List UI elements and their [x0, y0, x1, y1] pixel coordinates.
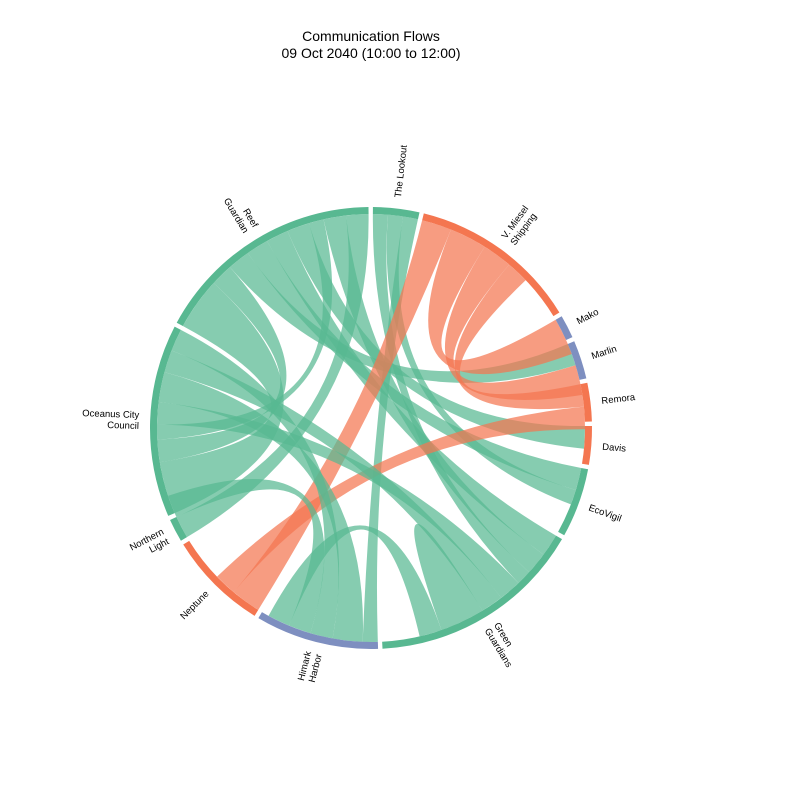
label-remora: Remora — [601, 392, 637, 407]
ribbon-northern-light-to-himark-harbor — [168, 479, 325, 634]
arc-marlin — [567, 341, 587, 380]
ribbon-reef-guardian-to-marlin — [229, 253, 576, 383]
arc-reef-guardian — [176, 207, 369, 327]
ribbon-v-miesel-shipping-to-mako — [428, 229, 572, 375]
ribbon-reef-guardian-to-oceanus-city-council — [157, 267, 287, 463]
label-reef-guardian: ReefGuardian — [221, 191, 260, 236]
arc-himark-harbor — [258, 612, 379, 649]
arc-neptune — [183, 540, 259, 616]
arc-davis — [581, 425, 592, 465]
ribbon-oceanus-city-council-to-himark-harbor — [171, 329, 340, 639]
chart-subtitle: 09 Oct 2040 (10:00 to 12:00) — [281, 45, 460, 61]
ribbon-the-lookout-to-green-guardians — [372, 214, 530, 584]
ribbon-v-miesel-shipping-to-marlin — [444, 246, 583, 400]
ribbon-remora-to-neptune — [217, 406, 585, 593]
label-the-lookout: The Lookout — [393, 144, 410, 198]
chart-title: Communication Flows — [302, 28, 440, 44]
ribbon-reef-guardian-to-green-guardians — [323, 215, 544, 573]
ribbon-reef-guardian-to-northern-light — [176, 214, 369, 538]
arc-oceanus-city-council — [150, 326, 181, 516]
ribbon-oceanus-city-council-to-green-guardians — [157, 401, 519, 598]
ribbons-group — [157, 214, 585, 642]
arc-mako — [555, 316, 573, 341]
label-himark-harbor: HimarkHarbor — [296, 650, 325, 685]
ribbon-reef-guardian-to-green-guardians — [267, 230, 556, 555]
label-v-miesel-shipping: V. MieselShipping — [500, 204, 540, 248]
arc-ecovigil — [558, 467, 589, 536]
ribbon-v-miesel-shipping-to-remora — [454, 264, 584, 410]
arc-northern-light — [170, 517, 187, 541]
ribbon-green-guardians-to-green-guardians — [414, 523, 483, 631]
label-marlin: Marlin — [590, 344, 618, 362]
label-davis: Davis — [602, 442, 627, 455]
label-northern-light: NorthernLight — [128, 526, 171, 563]
arc-v-miesel-shipping — [422, 213, 560, 317]
arc-the-lookout — [372, 207, 420, 220]
ribbon-oceanus-city-council-to-green-guardians — [164, 350, 502, 611]
node-arcs-group — [150, 207, 592, 649]
label-oceanus-city-council: Oceanus CityCouncil — [82, 408, 140, 432]
ribbon-reef-guardian-to-ecovigil — [247, 240, 582, 491]
arc-remora — [580, 382, 592, 422]
ribbon-reef-guardian-to-oceanus-city-council — [159, 282, 284, 514]
ribbon-the-lookout-to-ecovigil — [386, 214, 576, 505]
ribbon-the-lookout-to-himark-harbor — [362, 216, 418, 642]
ribbon-reef-guardian-to-oceanus-city-council — [157, 219, 333, 440]
label-ecovigil: EcoVigil — [587, 503, 623, 525]
ribbon-green-guardians-to-himark-harbor — [268, 525, 442, 637]
label-mako: Mako — [575, 307, 601, 327]
label-green-guardians: GreenGuardians — [482, 621, 524, 670]
label-neptune: Neptune — [178, 589, 211, 622]
ribbon-oceanus-city-council-to-himark-harbor — [158, 372, 364, 642]
ribbon-v-miesel-shipping-to-neptune — [233, 220, 451, 610]
